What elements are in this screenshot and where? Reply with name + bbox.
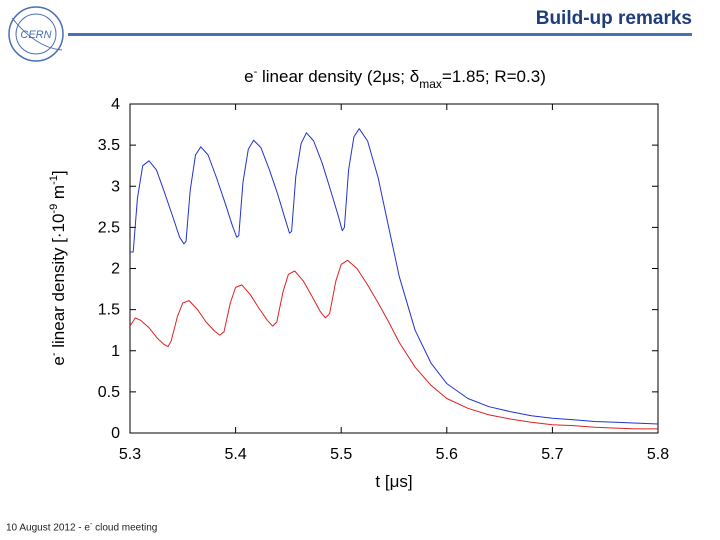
y-tick-label: 0.5 bbox=[98, 384, 120, 401]
chart-title-prefix: e bbox=[244, 67, 253, 86]
x-tick-label: 5.3 bbox=[119, 446, 141, 463]
y-tick-label: 2 bbox=[111, 261, 120, 278]
y-axis-label: e- linear density [·10-9 m-1] bbox=[48, 170, 68, 365]
x-tick-label: 5.7 bbox=[541, 446, 563, 463]
y-axis-label-b-sup: -9 bbox=[48, 204, 60, 214]
slide-footer: 10 August 2012 - e- cloud meeting bbox=[6, 521, 157, 533]
footer-electron: e bbox=[84, 522, 90, 534]
y-axis-label-d: ] bbox=[49, 170, 68, 175]
y-tick-label: 3.5 bbox=[98, 137, 120, 154]
y-tick-label: 1.5 bbox=[98, 302, 120, 319]
chart: e- linear density (2μs; δmax=1.85; R=0.3… bbox=[48, 66, 669, 491]
y-axis-label-c-sup: -1 bbox=[48, 175, 60, 185]
logo-arc bbox=[11, 17, 63, 51]
y-tick-label: 1 bbox=[111, 343, 120, 360]
x-axis-label: t [μs] bbox=[375, 472, 412, 491]
x-tick-label: 5.4 bbox=[224, 446, 246, 463]
y-tick-label: 0 bbox=[111, 425, 120, 442]
y-axis-label-c: m bbox=[49, 185, 68, 204]
chart-title: e- linear density (2μs; δmax=1.85; R=0.3… bbox=[244, 66, 546, 91]
footer-separator: - bbox=[78, 522, 82, 534]
y-tick-label: 3 bbox=[111, 178, 120, 195]
footer-topic: cloud meeting bbox=[95, 522, 158, 534]
chart-title-main: linear density (2μs; δ bbox=[257, 67, 419, 86]
slide-title: Build-up remarks bbox=[535, 8, 692, 29]
plot-frame bbox=[129, 103, 659, 434]
series-line-blue bbox=[130, 128, 659, 425]
series-line-red bbox=[129, 259, 658, 430]
x-tick-label: 5.5 bbox=[330, 446, 352, 463]
chart-title-sup: - bbox=[254, 66, 258, 78]
chart-title-sub: max bbox=[419, 77, 442, 91]
y-tick-label: 4 bbox=[111, 96, 120, 113]
y-axis-label-a-sup: - bbox=[48, 352, 60, 356]
y-axis-label-b: linear density [·10 bbox=[49, 214, 68, 353]
series-group bbox=[129, 128, 659, 430]
y-tick-label: 2.5 bbox=[98, 219, 120, 236]
footer-electron-sup: - bbox=[89, 521, 93, 528]
logo-text: CERN bbox=[20, 29, 51, 41]
header-rule bbox=[68, 33, 692, 36]
logo-ring-inner bbox=[15, 13, 57, 55]
chart-title-rest: =1.85; R=0.3) bbox=[442, 67, 546, 86]
x-tick-label: 5.8 bbox=[647, 446, 669, 463]
logo-ring bbox=[8, 6, 64, 62]
y-axis-label-a: e bbox=[49, 356, 68, 365]
footer-date: 10 August 2012 bbox=[6, 522, 76, 534]
x-tick-label: 5.6 bbox=[436, 446, 458, 463]
axis-ticks: 5.3 5.4 5.5 5.6 5.7 5.8 0 0.5 1 1.5 2 2.5 3 3.5 4 bbox=[98, 96, 669, 463]
cern-logo: CERN bbox=[8, 6, 64, 62]
